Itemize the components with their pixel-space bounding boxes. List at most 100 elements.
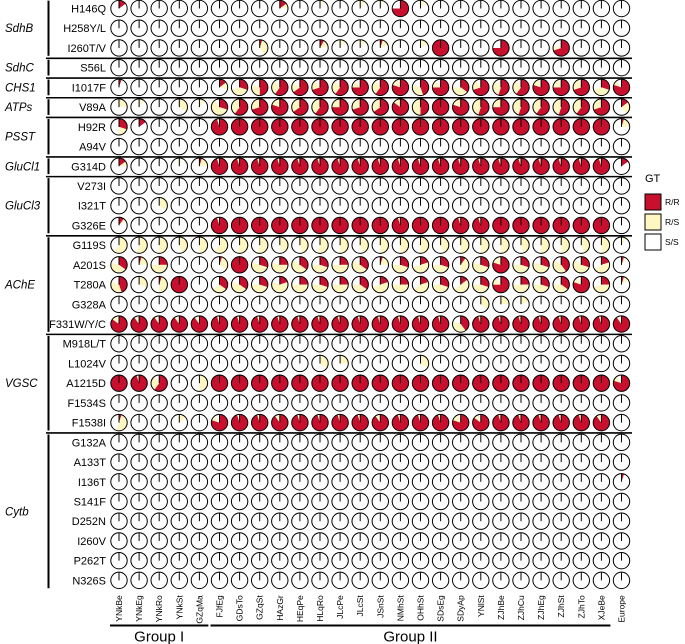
pie-slice-rr	[320, 276, 329, 288]
pie-outline	[170, 58, 189, 77]
genotype-pie	[612, 275, 631, 294]
pie-background	[251, 0, 268, 17]
pie-outline	[552, 492, 570, 511]
pie-outline	[291, 58, 309, 77]
genotype-pie	[170, 374, 189, 392]
pie-slice-rr	[492, 98, 510, 116]
pie-outline	[411, 216, 430, 235]
genotype-pie	[251, 433, 269, 452]
pie-outline	[130, 315, 148, 333]
pie-outline	[291, 335, 309, 353]
pie-slice-rr	[420, 256, 429, 265]
genotype-pie	[110, 19, 128, 37]
mutation-label: I260T/V	[67, 43, 106, 55]
genotype-pie	[512, 413, 530, 432]
mutation-label: H258Y/L	[63, 23, 106, 35]
pie-slice-rs	[271, 282, 288, 293]
genotype-pie	[190, 532, 209, 550]
pie-outline	[592, 256, 611, 274]
genotype-pie	[371, 315, 389, 333]
pie-slice-rs	[337, 414, 341, 423]
pie-slice-rs	[297, 414, 300, 423]
pie-outline	[130, 118, 148, 136]
pie-outline	[431, 137, 450, 156]
genotype-pie	[271, 433, 289, 452]
pie-outline	[251, 295, 269, 313]
pie-slice-rr	[373, 98, 389, 116]
pie-outline	[271, 551, 289, 570]
pie-slice-rr	[552, 158, 570, 175]
mutation-label: V273I	[77, 181, 106, 193]
pie-outline	[472, 78, 490, 97]
pie-outline	[190, 19, 209, 37]
pie-outline	[271, 78, 289, 97]
genotype-pie	[230, 98, 249, 116]
genotype-pie	[452, 433, 470, 452]
genotype-pie	[532, 137, 550, 156]
legend-label: S/S	[665, 237, 679, 247]
genotype-pie	[371, 39, 389, 57]
genotype-pie	[371, 78, 389, 97]
genotype-pie	[311, 571, 329, 590]
genotype-pie	[291, 275, 309, 294]
genotype-pie	[150, 197, 168, 215]
genotype-pie	[411, 78, 430, 97]
genotype-pie	[371, 256, 389, 274]
genotype-pie	[572, 236, 590, 254]
genotype-pie	[472, 295, 490, 313]
pie-outline	[351, 354, 369, 373]
genotype-pie	[572, 394, 590, 412]
pie-outline	[210, 571, 229, 590]
pie-outline	[431, 216, 450, 235]
genotype-pie	[472, 19, 490, 37]
pie-outline	[291, 551, 309, 570]
genotype-pie	[371, 197, 389, 215]
pie-outline	[311, 532, 329, 550]
pie-outline	[110, 78, 128, 97]
pie-slice-rr	[239, 79, 248, 90]
pie-slice-rs	[397, 315, 401, 325]
pie-outline	[371, 0, 389, 18]
genotype-pie	[592, 78, 611, 97]
pie-slice-rr	[352, 118, 369, 136]
genotype-pie	[431, 335, 450, 353]
pie-outline	[291, 216, 309, 235]
pie-outline	[411, 236, 430, 254]
pie-outline	[552, 19, 570, 37]
pie-slice-rs	[452, 414, 461, 423]
pie-outline	[170, 433, 189, 452]
genotype-pie	[331, 98, 349, 116]
pie-outline	[331, 453, 349, 471]
pie-slice-rs	[216, 217, 220, 226]
pie-outline	[552, 275, 570, 294]
pie-outline	[592, 78, 611, 97]
pie-outline	[431, 315, 450, 333]
pie-outline	[291, 197, 309, 215]
genotype-pie	[331, 315, 349, 333]
pie-outline	[532, 58, 550, 77]
pie-slice-rs	[219, 82, 228, 90]
pie-outline	[512, 335, 530, 353]
pie-slice-rs	[552, 45, 562, 51]
genotype-pie	[572, 551, 590, 570]
pie-slice-rr	[151, 315, 168, 333]
genotype-pie	[532, 58, 550, 77]
genotype-pie	[411, 177, 430, 195]
genotype-pie	[251, 453, 269, 471]
pie-outline	[190, 532, 209, 550]
pie-outline	[532, 413, 550, 432]
genotype-pie	[452, 394, 470, 412]
genotype-pie	[311, 453, 329, 471]
pie-outline	[552, 78, 570, 97]
pie-slice-rs	[438, 158, 441, 167]
pie-outline	[592, 275, 611, 294]
pie-outline	[431, 354, 450, 373]
pie-outline	[251, 197, 269, 215]
pie-background	[613, 0, 630, 17]
genotype-pie	[472, 98, 490, 116]
genotype-pie	[170, 58, 189, 77]
genotype-pie	[492, 473, 510, 491]
pie-outline	[612, 39, 631, 57]
genotype-pie	[170, 315, 189, 333]
genotype-pie	[291, 433, 309, 452]
